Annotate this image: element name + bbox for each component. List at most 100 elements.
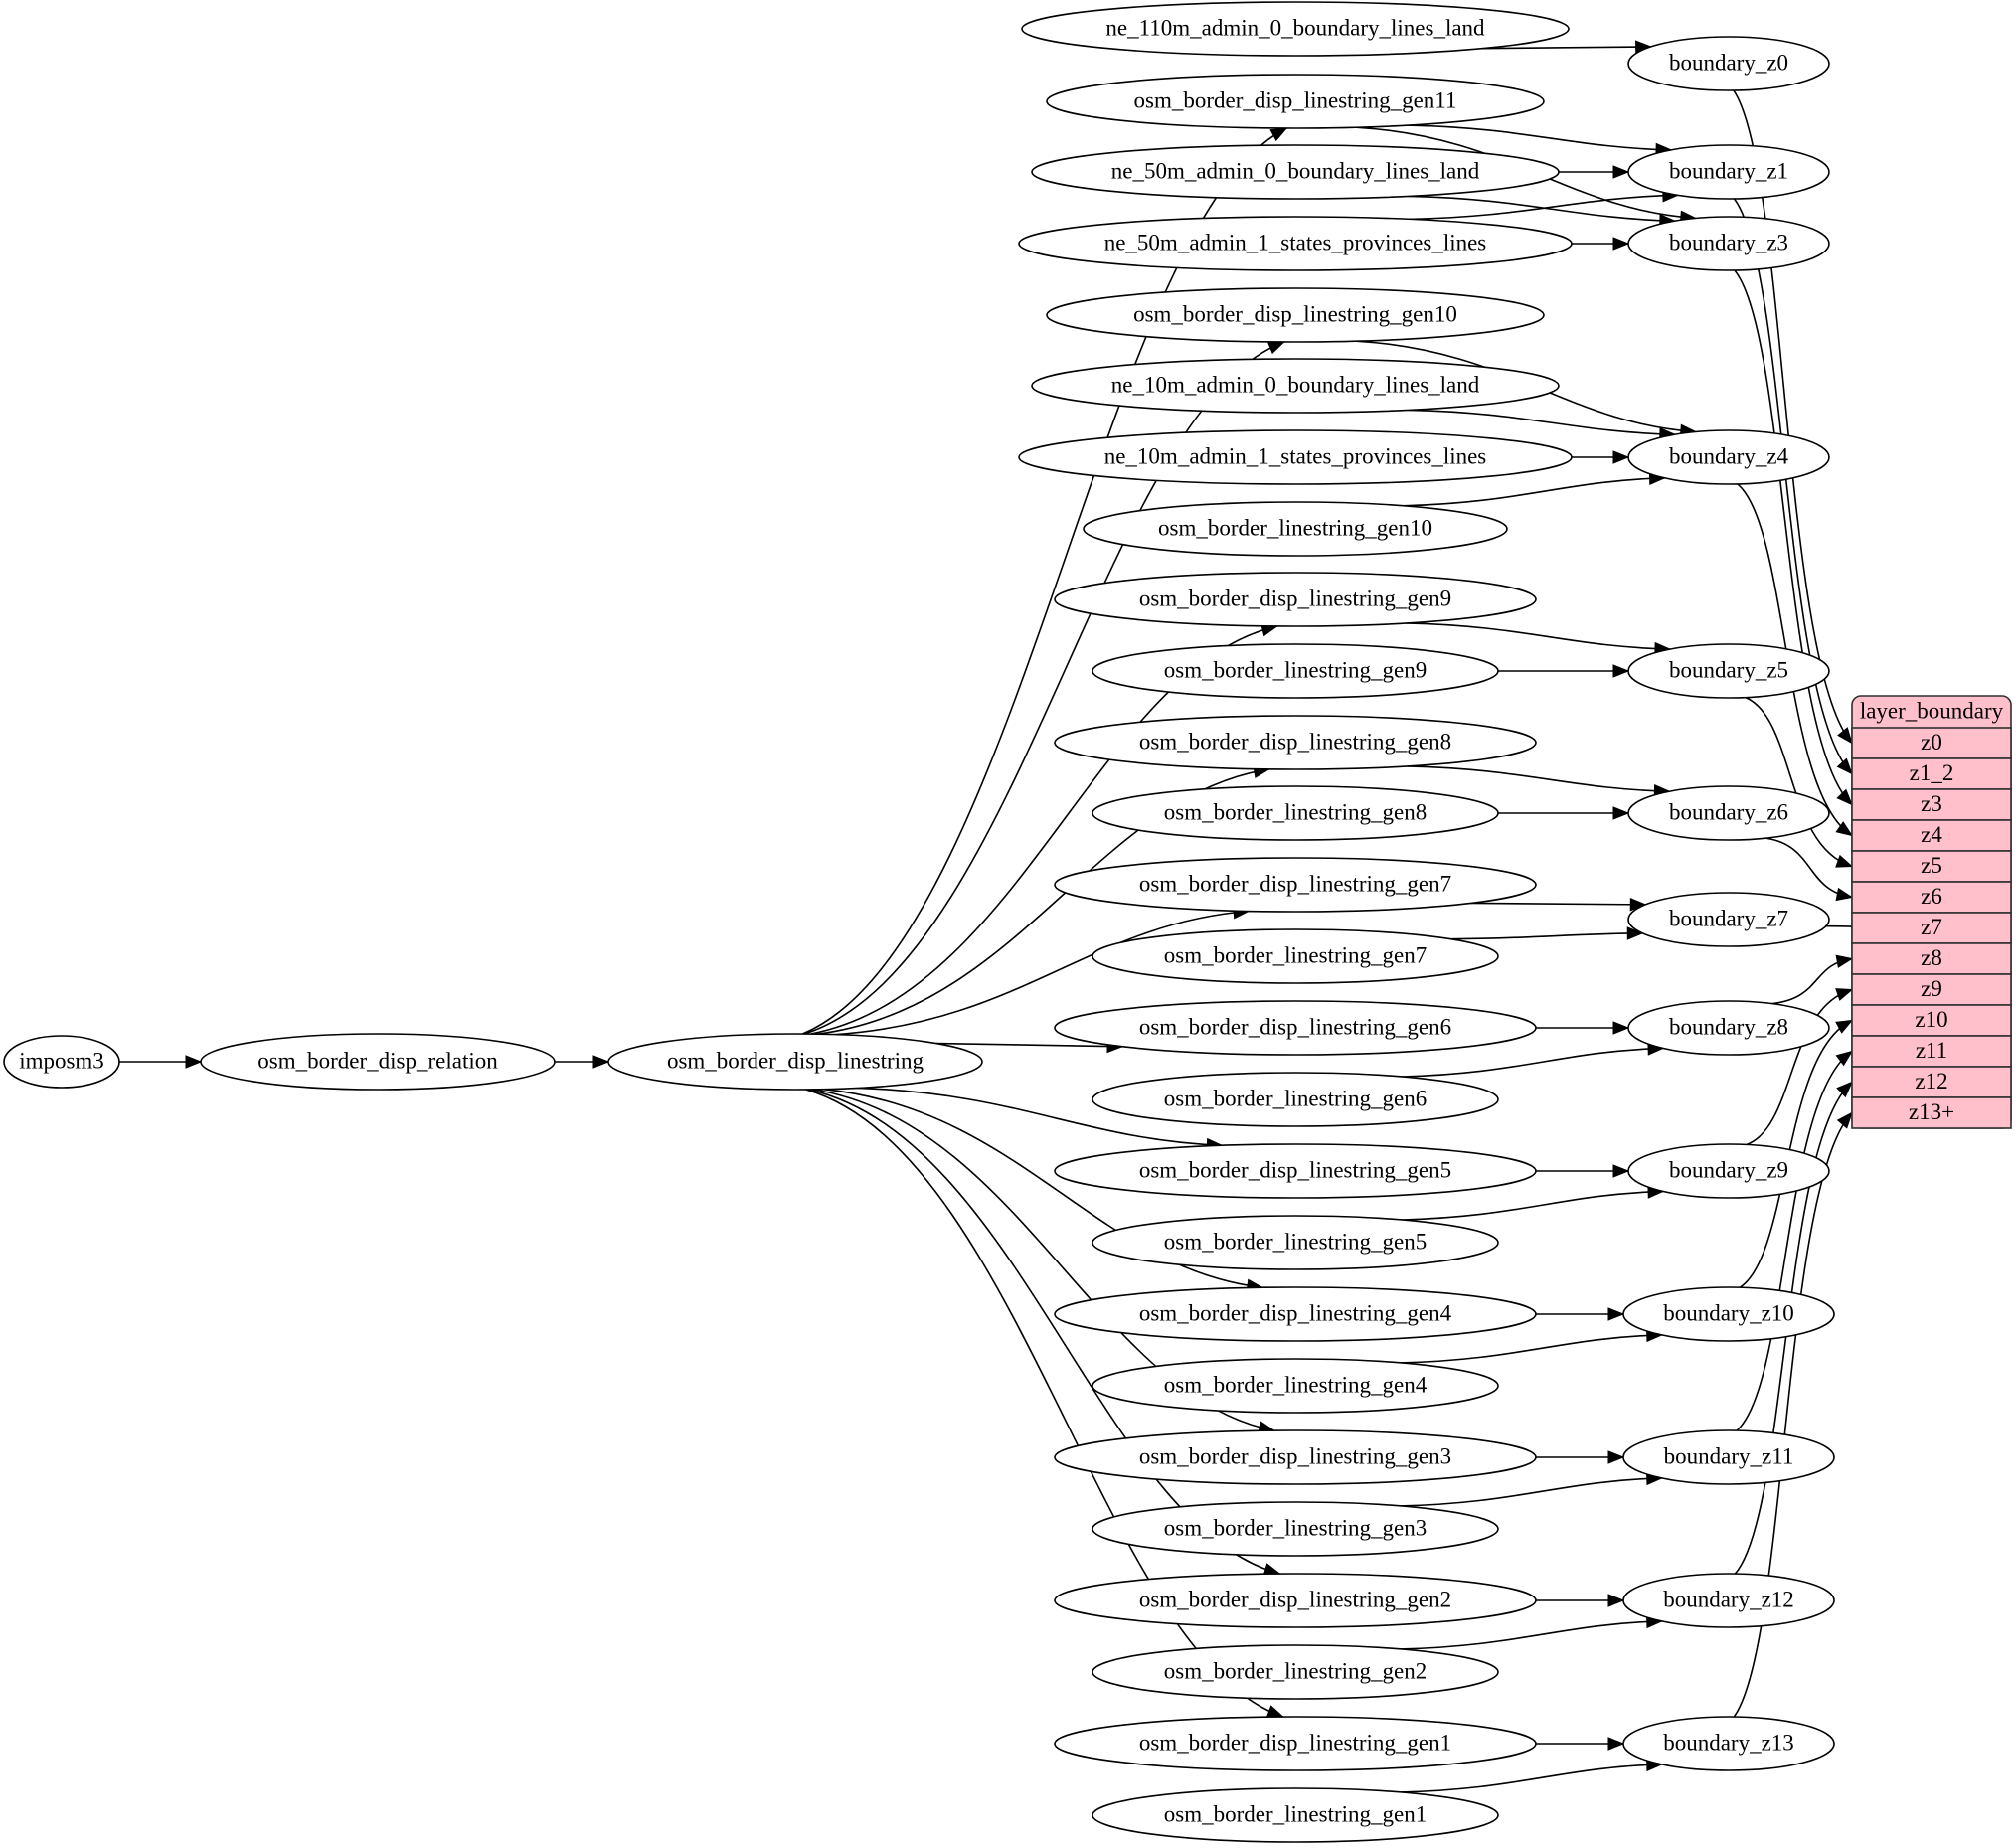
node-shape-osm_border_disp_linestring_gen9: [1054, 572, 1537, 627]
table-row-z3[interactable]: [1851, 788, 2012, 821]
node-boundary_z10[interactable]: boundary_z10: [1622, 1286, 1835, 1342]
table-row-z4[interactable]: [1851, 819, 2012, 852]
table-row-z6[interactable]: [1851, 881, 2012, 914]
edge-osm_border_linestring_gen1-to-boundary_z13: [1400, 1764, 1662, 1793]
edge-arrowhead: [1835, 1019, 1854, 1034]
node-osm_border_linestring_gen6[interactable]: osm_border_linestring_gen6: [1092, 1072, 1499, 1127]
node-ne_10m_admin_1_states_provinces_lines[interactable]: ne_10m_admin_1_states_provinces_lines: [1018, 429, 1573, 485]
node-osm_border_linestring_gen9[interactable]: osm_border_linestring_gen9: [1092, 643, 1499, 699]
table-row-z1_2[interactable]: [1851, 757, 2012, 790]
node-osm_border_disp_linestring_gen3[interactable]: osm_border_disp_linestring_gen3: [1054, 1429, 1537, 1485]
table-row-z10[interactable]: [1851, 1004, 2012, 1037]
table-row-z13+[interactable]: [1851, 1096, 2012, 1129]
edge-arrowhead: [1612, 1164, 1630, 1178]
node-osm_border_linestring_gen7[interactable]: osm_border_linestring_gen7: [1092, 928, 1499, 984]
table-row-z8[interactable]: [1851, 942, 2012, 975]
edge-osm_border_disp_linestring_gen9-to-boundary_z5: [1406, 622, 1670, 650]
edge-arrowhead: [1835, 988, 1854, 1001]
node-osm_border_disp_linestring_gen8[interactable]: osm_border_disp_linestring_gen8: [1054, 715, 1537, 770]
node-osm_border_linestring_gen5[interactable]: osm_border_linestring_gen5: [1092, 1215, 1499, 1270]
node-osm_border_disp_linestring_gen6[interactable]: osm_border_disp_linestring_gen6: [1054, 1000, 1537, 1056]
node-boundary_z6[interactable]: boundary_z6: [1627, 785, 1830, 841]
node-shape-osm_border_disp_linestring_gen11: [1046, 74, 1545, 129]
edge-arrowhead: [1836, 788, 1853, 806]
node-boundary_z9[interactable]: boundary_z9: [1627, 1143, 1830, 1199]
node-osm_border_linestring_gen1[interactable]: osm_border_linestring_gen1: [1092, 1787, 1499, 1843]
node-shape-osm_border_linestring_gen7: [1092, 928, 1499, 984]
node-boundary_z12[interactable]: boundary_z12: [1622, 1573, 1835, 1628]
node-osm_border_disp_linestring_gen5[interactable]: osm_border_disp_linestring_gen5: [1054, 1143, 1537, 1199]
node-shape-osm_border_disp_linestring_gen5: [1054, 1143, 1537, 1199]
node-ne_50m_admin_0_boundary_lines_land[interactable]: ne_50m_admin_0_boundary_lines_land: [1031, 144, 1560, 200]
edge-ne_10m_admin_0_boundary_lines_land-to-boundary_z4: [1408, 409, 1675, 436]
node-shape-boundary_z13: [1622, 1716, 1835, 1771]
edge-boundary_z3-to-z3: [1734, 269, 1853, 806]
node-ne_10m_admin_0_boundary_lines_land[interactable]: ne_10m_admin_0_boundary_lines_land: [1031, 358, 1560, 414]
node-boundary_z8[interactable]: boundary_z8: [1627, 1000, 1830, 1056]
node-boundary_z11[interactable]: boundary_z11: [1622, 1429, 1835, 1485]
node-osm_border_disp_linestring_gen9[interactable]: osm_border_disp_linestring_gen9: [1054, 572, 1537, 627]
node-osm_border_linestring_gen4[interactable]: osm_border_linestring_gen4: [1092, 1358, 1499, 1414]
node-shape-osm_border_linestring_gen1: [1092, 1787, 1499, 1843]
node-shape-boundary_z10: [1622, 1286, 1835, 1342]
node-osm_border_disp_linestring_gen7[interactable]: osm_border_disp_linestring_gen7: [1054, 857, 1537, 913]
node-ne_50m_admin_1_states_provinces_lines[interactable]: ne_50m_admin_1_states_provinces_lines: [1018, 216, 1573, 271]
table-row-z9[interactable]: [1851, 973, 2012, 1006]
node-osm_border_disp_linestring_gen11[interactable]: osm_border_disp_linestring_gen11: [1046, 74, 1545, 129]
edge-arrowhead: [1835, 821, 1854, 837]
edge-arrowhead: [1836, 1111, 1853, 1129]
node-shape-ne_50m_admin_1_states_provinces_lines: [1018, 216, 1573, 271]
node-boundary_z0[interactable]: boundary_z0: [1627, 36, 1830, 91]
node-imposm3[interactable]: imposm3: [3, 1035, 120, 1089]
edge-arrowhead: [592, 1055, 610, 1069]
node-shape-boundary_z11: [1622, 1429, 1835, 1485]
node-osm_border_disp_linestring_gen4[interactable]: osm_border_disp_linestring_gen4: [1054, 1286, 1537, 1342]
node-boundary_z1[interactable]: boundary_z1: [1627, 144, 1830, 200]
node-shape-osm_border_linestring_gen6: [1092, 1072, 1499, 1127]
node-osm_border_linestring_gen2[interactable]: osm_border_linestring_gen2: [1092, 1644, 1499, 1700]
table-row-z11[interactable]: [1851, 1035, 2012, 1068]
node-shape-osm_border_disp_linestring_gen4: [1054, 1286, 1537, 1342]
edge-arrowhead: [1612, 806, 1630, 820]
table-row-z0[interactable]: [1851, 727, 2012, 759]
node-osm_border_linestring_gen8[interactable]: osm_border_linestring_gen8: [1092, 785, 1499, 841]
node-shape-osm_border_disp_linestring_gen6: [1054, 1000, 1537, 1056]
node-osm_border_disp_relation[interactable]: osm_border_disp_relation: [200, 1033, 556, 1091]
node-osm_border_disp_linestring[interactable]: osm_border_disp_linestring: [607, 1033, 983, 1091]
node-osm_border_linestring_gen10[interactable]: osm_border_linestring_gen10: [1083, 501, 1508, 557]
edge-arrowhead: [185, 1055, 203, 1069]
node-shape-ne_10m_admin_0_boundary_lines_land: [1031, 358, 1560, 414]
node-osm_border_disp_linestring_gen10[interactable]: osm_border_disp_linestring_gen10: [1046, 287, 1545, 343]
node-osm_border_linestring_gen3[interactable]: osm_border_linestring_gen3: [1092, 1501, 1499, 1557]
edge-arrowhead: [1835, 854, 1854, 868]
node-boundary_z5[interactable]: boundary_z5: [1627, 643, 1830, 699]
node-osm_border_disp_linestring_gen1[interactable]: osm_border_disp_linestring_gen1: [1054, 1716, 1537, 1771]
table-row-z7[interactable]: [1851, 912, 2012, 944]
node-boundary_z3[interactable]: boundary_z3: [1627, 216, 1830, 271]
table-row-z12[interactable]: [1851, 1066, 2012, 1098]
edge-osm_border_disp_linestring-to-osm_border_disp_linestring_gen6: [935, 1042, 1123, 1048]
nodes-layer: imposm3 osm_border_disp_relation osm_borde…: [3, 1, 1835, 1843]
node-shape-osm_border_disp_linestring_gen3: [1054, 1429, 1537, 1485]
node-osm_border_disp_linestring_gen2[interactable]: osm_border_disp_linestring_gen2: [1054, 1573, 1537, 1628]
edge-arrowhead: [1612, 1021, 1630, 1035]
edge-osm_border_linestring_gen7-to-boundary_z7: [1450, 932, 1643, 940]
edge-boundary_z9-to-z9: [1746, 988, 1853, 1146]
edge-osm_border_disp_linestring_gen11-to-boundary_z1: [1408, 124, 1672, 151]
node-shape-boundary_z7: [1627, 892, 1830, 947]
node-ne_110m_admin_0_boundary_lines_land[interactable]: ne_110m_admin_0_boundary_lines_land: [1021, 1, 1570, 57]
node-boundary_z13[interactable]: boundary_z13: [1622, 1716, 1835, 1771]
edge-osm_border_linestring_gen2-to-boundary_z12: [1400, 1620, 1662, 1650]
node-shape-boundary_z3: [1627, 216, 1830, 271]
node-boundary_z7[interactable]: boundary_z7: [1627, 892, 1830, 947]
node-boundary_z4[interactable]: boundary_z4: [1627, 429, 1830, 485]
node-shape-boundary_z9: [1627, 1143, 1830, 1199]
edge-osm_border_linestring_gen6-to-boundary_z8: [1401, 1047, 1664, 1078]
node-shape-osm_border_disp_linestring: [607, 1033, 983, 1091]
edge-osm_border_linestring_gen3-to-boundary_z11: [1400, 1477, 1662, 1507]
node-shape-osm_border_disp_linestring_gen2: [1054, 1573, 1537, 1628]
edge-osm_border_disp_linestring-to-osm_border_disp_linestring_gen5: [857, 1087, 1223, 1147]
edge-boundary_z5-to-z5: [1745, 696, 1853, 868]
table-row-z5[interactable]: [1851, 850, 2012, 883]
